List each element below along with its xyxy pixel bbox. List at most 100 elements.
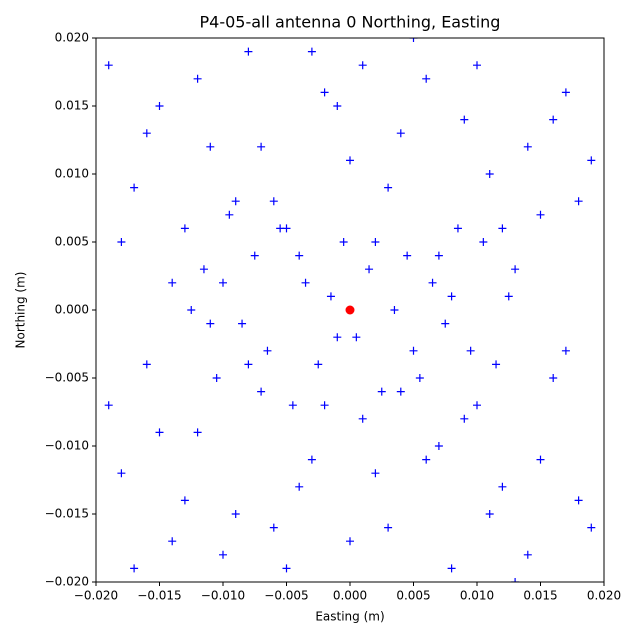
point [269, 197, 278, 206]
point [377, 387, 386, 396]
point [574, 496, 583, 505]
plot-area [104, 38, 596, 582]
point [352, 333, 361, 342]
point [130, 564, 139, 573]
x-tick-label: 0.000 [333, 589, 367, 603]
point [295, 482, 304, 491]
point [314, 360, 323, 369]
y-tick-label: −0.015 [45, 507, 89, 521]
y-tick-label: −0.010 [45, 439, 89, 453]
point [428, 278, 437, 287]
x-tick-label: −0.005 [264, 589, 308, 603]
point [345, 305, 355, 315]
point [168, 278, 177, 287]
point [155, 102, 164, 110]
point [104, 401, 113, 410]
point [301, 278, 310, 287]
point [206, 319, 215, 328]
point [371, 238, 380, 246]
chart-title: P4-05-all antenna 0 Northing, Easting [200, 13, 501, 32]
point [498, 482, 507, 491]
x-tick-label: −0.015 [137, 589, 181, 603]
point [479, 238, 488, 246]
y-tick-label: 0.015 [55, 99, 89, 113]
point [117, 238, 126, 246]
point [441, 319, 450, 328]
y-tick-label: 0.020 [55, 31, 89, 45]
point [219, 278, 227, 287]
point [263, 346, 272, 355]
y-axis-label: Northing (m) [14, 272, 28, 349]
point [549, 374, 558, 382]
x-tick-label: 0.010 [460, 589, 494, 603]
point [587, 523, 596, 532]
point [225, 210, 234, 219]
point [473, 401, 481, 410]
point [460, 115, 469, 124]
point [326, 292, 335, 301]
x-tick-label: 0.015 [523, 589, 557, 603]
point [453, 224, 462, 233]
point [244, 360, 253, 369]
point [492, 360, 501, 369]
point [193, 74, 202, 83]
point [276, 224, 285, 233]
point [117, 469, 126, 478]
x-tick-label: 0.020 [587, 589, 621, 603]
point [422, 455, 431, 464]
point [206, 142, 215, 151]
y-tick-label: 0.000 [55, 303, 89, 317]
point [320, 88, 329, 97]
x-tick-label: 0.005 [396, 589, 430, 603]
y-tick-label: 0.005 [55, 235, 89, 249]
point [574, 197, 583, 206]
point [485, 510, 494, 518]
point [257, 142, 266, 151]
point [422, 74, 431, 83]
point [269, 523, 278, 532]
y-tick-label: −0.005 [45, 371, 89, 385]
y-tick-label: −0.020 [45, 575, 89, 589]
point [549, 115, 558, 124]
point [403, 251, 412, 260]
point [536, 210, 545, 219]
point [460, 414, 469, 423]
point [187, 306, 196, 314]
point [333, 102, 342, 110]
point [396, 129, 405, 138]
point [434, 442, 443, 450]
point [250, 251, 259, 260]
point [434, 251, 443, 260]
point [257, 387, 266, 396]
point [485, 170, 494, 178]
point [523, 550, 532, 559]
point [409, 38, 418, 42]
point [358, 414, 367, 423]
point [415, 374, 424, 382]
point [523, 142, 532, 151]
point [409, 346, 418, 355]
point [307, 455, 316, 464]
point [511, 578, 520, 582]
point [561, 88, 570, 97]
point [231, 197, 240, 206]
point [155, 428, 164, 437]
point [142, 129, 151, 138]
x-tick-label: −0.020 [74, 589, 118, 603]
point [587, 156, 596, 165]
point [396, 387, 405, 396]
point [384, 523, 393, 532]
point [295, 251, 304, 260]
point [371, 469, 380, 478]
point [511, 265, 520, 274]
point [199, 265, 208, 274]
point [238, 319, 247, 328]
point [358, 61, 367, 70]
point [130, 183, 139, 192]
point [466, 346, 475, 355]
point [561, 346, 570, 355]
point [346, 156, 354, 165]
point [390, 306, 399, 314]
point [504, 292, 513, 301]
